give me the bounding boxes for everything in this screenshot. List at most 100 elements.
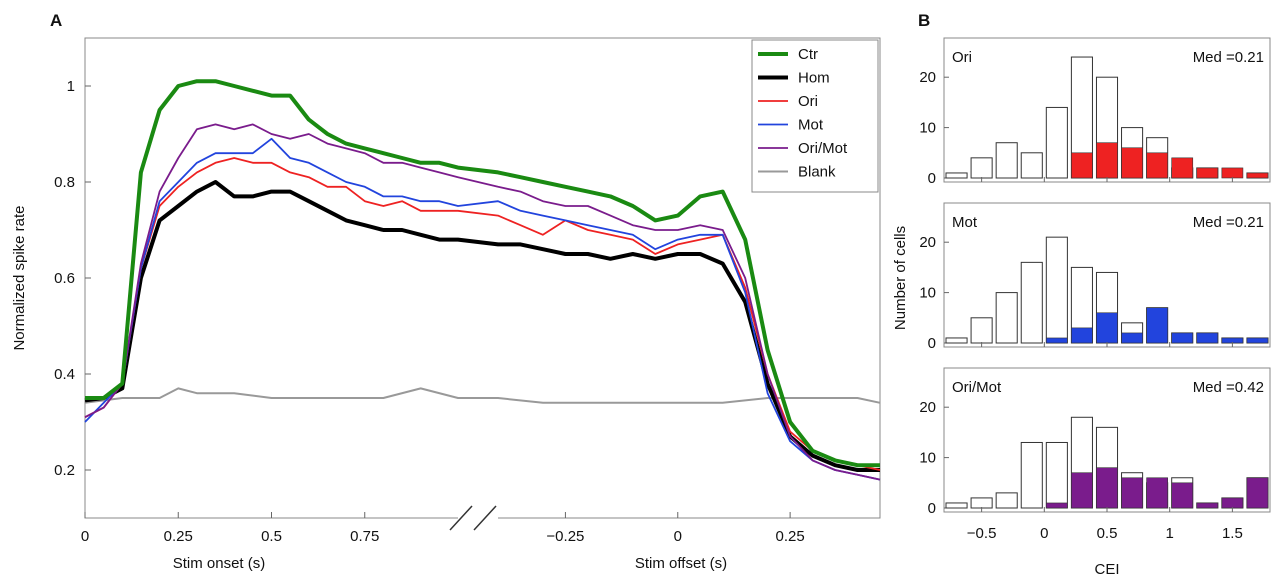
hist-bar-total <box>970 497 993 509</box>
hist-bar-colored <box>1071 472 1093 509</box>
x-tick-label: 0.25 <box>776 528 805 545</box>
hist-bar-colored <box>1246 172 1269 179</box>
legend-label-mot: Mot <box>798 117 824 134</box>
x-tick-label: 0.5 <box>261 528 282 545</box>
hist-bar-total <box>995 292 1018 344</box>
hist-y-tick-label: 10 <box>919 285 936 302</box>
hist-bar-colored <box>1071 152 1093 179</box>
hist-bar-total <box>1045 236 1068 344</box>
hist-y-tick-label: 10 <box>919 120 936 137</box>
x-axis-title-offset: Stim offset (s) <box>635 555 727 572</box>
hist-bar-total <box>1020 152 1043 179</box>
series-line-mot <box>84 137 881 481</box>
hist-bar-total <box>1045 106 1068 179</box>
y-tick-label: 0.6 <box>54 270 75 287</box>
hist-bar-colored <box>1196 332 1219 344</box>
hist-bar-total <box>945 337 968 344</box>
line-chart: 0.2 0.4 0.6 0.8 1 0 0.25 0.5 0.75 −0.25 0 0.25 Norm… <box>11 37 881 572</box>
hist-x-tick-label: 0 <box>1040 525 1048 542</box>
hist-y-axis-title: Number of cells <box>892 226 909 330</box>
legend-box <box>751 39 879 193</box>
hist-bar-total <box>970 157 993 179</box>
hist-bar-total <box>945 172 968 179</box>
hist-y-tick-label: 20 <box>919 234 936 251</box>
legend-label-ctr: Ctr <box>798 46 818 63</box>
y-tick-label: 0.2 <box>54 462 75 479</box>
hist-bar-total <box>1045 441 1068 509</box>
hist-bar-colored <box>1221 497 1244 509</box>
line-chart-series <box>84 79 881 481</box>
hist-bar-total <box>1020 441 1043 509</box>
legend-label-hom: Hom <box>798 70 830 87</box>
hist-y-tick-label: 10 <box>919 450 936 467</box>
hist-bar-colored <box>1046 337 1068 344</box>
histogram-label: Mot <box>952 214 978 231</box>
hist-bar-colored <box>1196 167 1219 179</box>
axis-break-mark <box>449 505 473 531</box>
hist-bar-colored <box>1171 482 1194 509</box>
series-line-ctr <box>85 79 880 468</box>
hist-bar-colored <box>1246 337 1269 344</box>
hist-bar-total <box>995 492 1018 509</box>
hist-y-tick-label: 0 <box>928 170 936 187</box>
histogram-panel-mot: 0 10 20 Mot Med =0.21 <box>919 202 1271 352</box>
line-chart-ticks: 0.2 0.4 0.6 0.8 1 0 0.25 0.5 0.75 −0.25 0 0.25 <box>54 78 805 545</box>
panel-label-a: A <box>50 11 62 30</box>
legend-label-ori: Ori <box>798 93 818 110</box>
histogram-median: Med =0.21 <box>1193 49 1264 66</box>
x-tick-label: −0.25 <box>546 528 584 545</box>
x-axis-title-onset: Stim onset (s) <box>173 555 266 572</box>
hist-bar-colored <box>1121 477 1143 509</box>
legend: Ctr Hom Ori Mot Ori/Mot Blank <box>751 39 879 193</box>
series-line-orimot <box>84 123 881 481</box>
hist-bar-colored <box>1171 157 1194 179</box>
hist-bar-colored <box>1096 467 1118 509</box>
hist-y-tick-label: 0 <box>928 500 936 517</box>
histogram-median: Med =0.42 <box>1193 379 1264 396</box>
histogram-label: Ori/Mot <box>952 379 1002 396</box>
series-line-blank <box>84 387 881 404</box>
panel-label-b: B <box>918 11 930 30</box>
legend-label-blank: Blank <box>798 164 836 181</box>
y-tick-label: 1 <box>67 78 75 95</box>
hist-bar-colored <box>1221 167 1244 179</box>
series-line-hom <box>84 180 880 472</box>
hist-y-tick-label: 20 <box>919 399 936 416</box>
hist-bar-total <box>945 502 968 509</box>
hist-x-tick-label: 1 <box>1166 525 1174 542</box>
hist-bar-total <box>970 317 993 344</box>
histogram-panel-ori: 0 10 20 Ori Med =0.21 <box>919 37 1271 187</box>
hist-bar-colored <box>1096 142 1118 179</box>
hist-x-tick-label: 1.5 <box>1222 525 1243 542</box>
axis-break-gap <box>458 515 498 521</box>
hist-bar-colored <box>1121 147 1143 179</box>
x-tick-label: 0.25 <box>164 528 193 545</box>
y-axis-title: Normalized spike rate <box>11 205 28 350</box>
hist-x-axis-title: CEI <box>1094 561 1119 578</box>
histogram-panel-orimot: 0 10 20 Ori/Mot Med =0.42 <box>919 367 1271 517</box>
hist-bar-colored <box>1246 477 1269 509</box>
series-line-ori <box>84 157 881 471</box>
hist-bar-colored <box>1196 502 1219 509</box>
hist-x-tick-label: −0.5 <box>967 525 997 542</box>
hist-bar-total <box>1020 261 1043 344</box>
hist-bar-colored <box>1046 502 1068 509</box>
y-tick-label: 0.8 <box>54 174 75 191</box>
hist-bar-colored <box>1146 307 1168 344</box>
legend-label-orimot: Ori/Mot <box>798 140 848 157</box>
hist-bar-colored <box>1121 332 1143 344</box>
x-tick-label: 0.75 <box>350 528 379 545</box>
axis-break <box>449 505 498 531</box>
y-tick-label: 0.4 <box>54 366 75 383</box>
histogram-median: Med =0.21 <box>1193 214 1264 231</box>
hist-x-tick-label: 0.5 <box>1097 525 1118 542</box>
histogram-label: Ori <box>952 49 972 66</box>
hist-bar-colored <box>1146 477 1168 509</box>
hist-bar-total <box>995 142 1018 179</box>
hist-y-tick-label: 20 <box>919 69 936 86</box>
hist-bar-colored <box>1096 312 1118 344</box>
hist-bar-colored <box>1171 332 1194 344</box>
x-tick-label: 0 <box>81 528 89 545</box>
